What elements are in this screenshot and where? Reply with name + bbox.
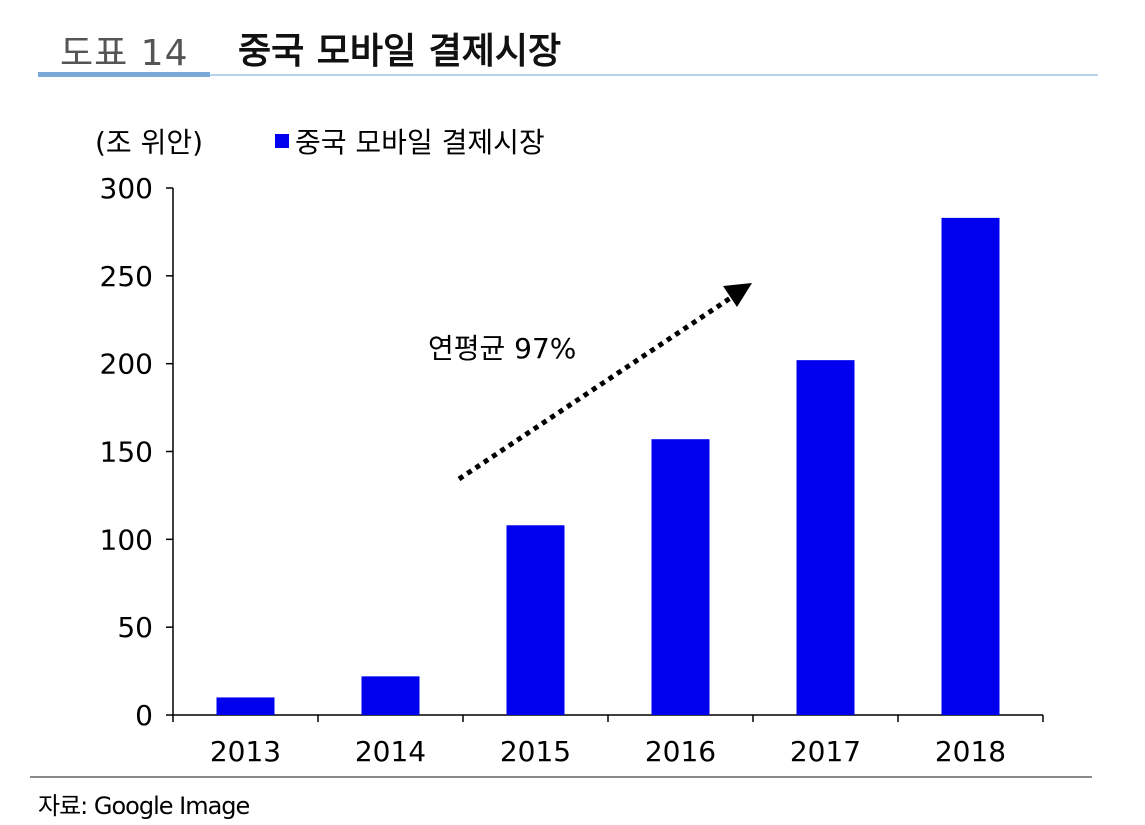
y-tick-label: 100	[100, 523, 153, 556]
growth-annotation-label: 연평균 97%	[428, 332, 576, 365]
y-tick-label: 150	[100, 436, 153, 469]
x-tick-label: 2016	[645, 735, 716, 768]
growth-arrowhead	[723, 283, 752, 307]
source-note: 자료: Google Image	[38, 792, 250, 820]
legend: 중국 모바일 결제시장	[275, 121, 545, 161]
y-tick-label: 0	[135, 699, 153, 732]
bar-2015	[506, 525, 565, 715]
y-unit-label: (조 위안)	[95, 126, 204, 159]
x-tick-label: 2018	[935, 735, 1006, 768]
figure-header: 도표 14 중국 모바일 결제시장	[38, 10, 1098, 80]
bar-2018	[941, 217, 1000, 715]
figure-title: 중국 모바일 결제시장	[238, 31, 562, 72]
legend-swatch	[275, 134, 289, 148]
y-tick-label: 200	[100, 348, 153, 381]
bar-2014	[361, 676, 420, 715]
legend-label: 중국 모바일 결제시장	[295, 126, 545, 159]
y-tick-label: 300	[100, 172, 153, 205]
header-rule	[210, 74, 1098, 76]
x-tick-label: 2017	[790, 735, 861, 768]
footer-rule	[30, 776, 1092, 778]
x-tick-label: 2015	[500, 735, 571, 768]
bar-2013	[216, 697, 275, 715]
figure-label: 도표 14	[60, 33, 189, 74]
bars	[216, 217, 1000, 715]
y-tick-label: 250	[100, 260, 153, 293]
header-accent-rule	[38, 72, 210, 77]
bar-2016	[651, 439, 710, 715]
x-tick-label: 2014	[355, 735, 426, 768]
y-tick-label: 50	[117, 611, 153, 644]
x-tick-label: 2013	[210, 735, 281, 768]
growth-annotation: 연평균 97%	[428, 283, 752, 482]
growth-arrow	[457, 294, 734, 482]
bar-2017	[796, 360, 855, 715]
axes: 0 50 100 150 200 250 300 2013 2014 2015 2016 2017 20…	[100, 172, 1044, 768]
